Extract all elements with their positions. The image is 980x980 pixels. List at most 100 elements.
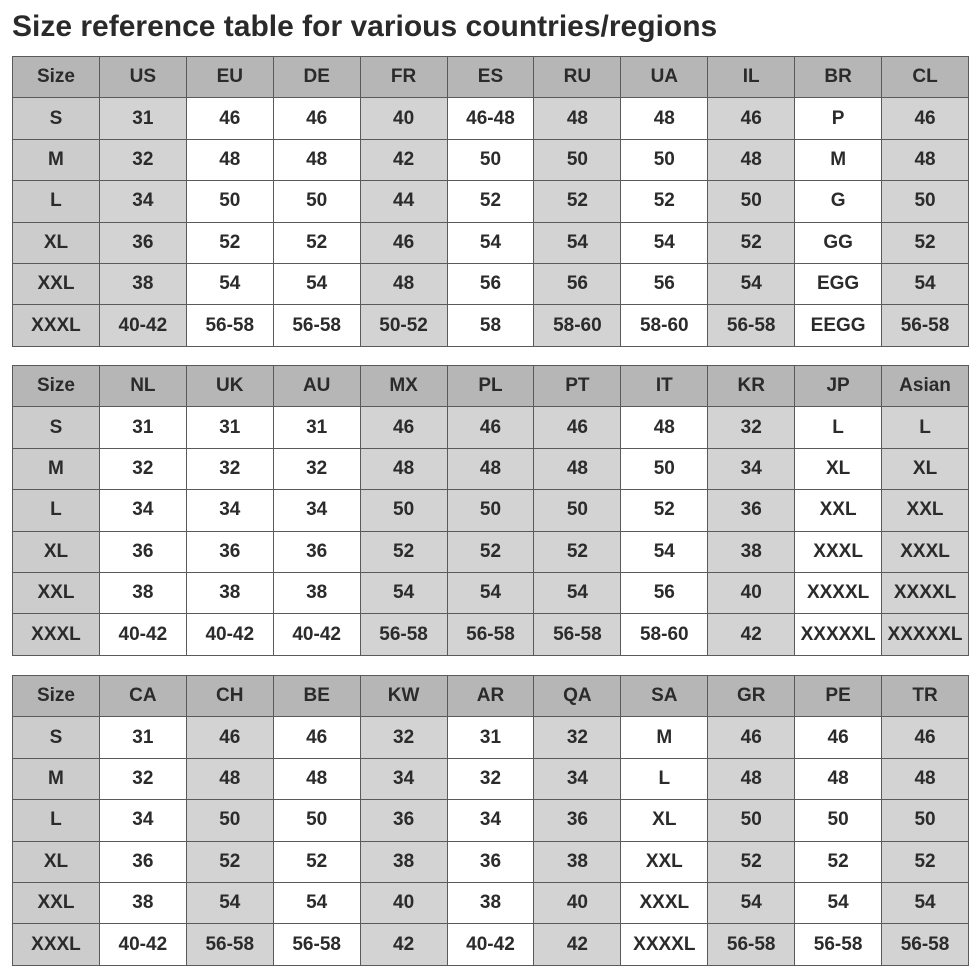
header-row: Size NL UK AU MX PL PT IT KR JP Asian (12, 364, 969, 408)
size-value-cell: 54 (533, 571, 622, 615)
size-value-cell: 46 (881, 716, 969, 759)
size-value-cell: 40 (533, 881, 622, 925)
size-value-cell: XXXXL (881, 571, 969, 615)
size-value-cell: 34 (98, 489, 187, 532)
table-row: M 32 48 48 42 50 50 50 48 M 48 (12, 138, 969, 182)
size-value-cell: 36 (707, 489, 796, 532)
size-value-cell: 52 (272, 221, 361, 264)
size-value-cell: 38 (533, 840, 622, 883)
column-header: NL (98, 364, 187, 408)
table-row: L 34 50 50 44 52 52 52 50 G 50 (12, 180, 969, 223)
header-row: Size US EU DE FR ES RU UA IL BR CL (12, 55, 969, 99)
size-value-cell: 50 (881, 799, 969, 842)
size-value-cell: 58-60 (620, 304, 709, 347)
size-value-cell: 50 (185, 799, 274, 842)
size-label-cell: S (12, 716, 100, 759)
size-label-cell: XXL (12, 262, 100, 306)
size-value-cell: 32 (98, 757, 187, 801)
size-value-cell: 50 (446, 489, 535, 532)
size-value-cell: 34 (272, 489, 361, 532)
size-value-cell: 36 (98, 840, 187, 883)
size-value-cell: 54 (620, 530, 709, 573)
size-value-cell: 52 (881, 221, 969, 264)
size-label-cell: XL (12, 530, 100, 573)
size-value-cell: 52 (533, 180, 622, 223)
size-value-cell: 32 (533, 716, 622, 759)
size-value-cell: 52 (359, 530, 448, 573)
size-value-cell: XXXL (620, 881, 709, 925)
size-value-cell: 48 (707, 757, 796, 801)
size-value-cell: 52 (446, 180, 535, 223)
size-value-cell: GG (794, 221, 883, 264)
size-value-cell: 38 (98, 262, 187, 306)
size-value-cell: 48 (533, 97, 622, 140)
size-value-cell: 52 (707, 221, 796, 264)
size-value-cell: 46 (359, 406, 448, 449)
column-header: US (98, 55, 187, 99)
column-header: Size (12, 674, 100, 718)
size-value-cell: 31 (98, 406, 187, 449)
size-value-cell: L (794, 406, 883, 449)
size-value-cell: 48 (794, 757, 883, 801)
size-value-cell: 54 (446, 221, 535, 264)
size-value-cell: 58-60 (533, 304, 622, 347)
column-header: PE (794, 674, 883, 718)
size-value-cell: 48 (446, 447, 535, 491)
size-value-cell: 32 (707, 406, 796, 449)
size-value-cell: 56-58 (446, 613, 535, 656)
size-value-cell: 52 (620, 180, 709, 223)
header-row: Size CA CH BE KW AR QA SA GR PE TR (12, 674, 969, 718)
size-label-cell: XXXL (12, 304, 100, 347)
size-value-cell: 31 (272, 406, 361, 449)
size-value-cell: 32 (272, 447, 361, 491)
size-value-cell: 50 (359, 489, 448, 532)
size-table-3: Size CA CH BE KW AR QA SA GR PE TR S 31 46 46 32 31 32 M 46… (12, 674, 969, 966)
size-value-cell: EEGG (794, 304, 883, 347)
column-header: BE (272, 674, 361, 718)
size-value-cell: 40 (359, 881, 448, 925)
size-value-cell: 36 (185, 530, 274, 573)
table-row: L 34 50 50 36 34 36 XL 50 50 50 (12, 799, 969, 842)
size-value-cell: 50 (707, 180, 796, 223)
table-row: XXL 38 54 54 40 38 40 XXXL 54 54 54 (12, 881, 969, 925)
size-label-cell: S (12, 406, 100, 449)
size-value-cell: 54 (620, 221, 709, 264)
size-table-2: Size NL UK AU MX PL PT IT KR JP Asian S 31 31 31 46 46 46… (12, 364, 969, 656)
size-value-cell: 46 (272, 97, 361, 140)
size-value-cell: 36 (359, 799, 448, 842)
size-value-cell: 52 (881, 840, 969, 883)
size-value-cell: 56 (533, 262, 622, 306)
table-row: XXL 38 54 54 48 56 56 56 54 EGG 54 (12, 262, 969, 306)
size-value-cell: 50 (620, 138, 709, 182)
size-label-cell: M (12, 138, 100, 182)
size-value-cell: 40-42 (446, 923, 535, 966)
size-value-cell: XL (881, 447, 969, 491)
size-value-cell: 48 (359, 262, 448, 306)
size-value-cell: 34 (446, 799, 535, 842)
size-value-cell: 40-42 (98, 923, 187, 966)
size-value-cell: XXXXL (794, 571, 883, 615)
size-value-cell: 36 (446, 840, 535, 883)
page-title: Size reference table for various countri… (12, 10, 718, 43)
size-value-cell: 50-52 (359, 304, 448, 347)
column-header: GR (707, 674, 796, 718)
column-header: ES (446, 55, 535, 99)
size-value-cell: 32 (185, 447, 274, 491)
column-header: KR (707, 364, 796, 408)
size-label-cell: M (12, 447, 100, 491)
size-value-cell: 48 (185, 757, 274, 801)
column-header: PT (533, 364, 622, 408)
size-value-cell: 48 (881, 138, 969, 182)
table-row: M 32 48 48 34 32 34 L 48 48 48 (12, 757, 969, 801)
column-header: FR (359, 55, 448, 99)
column-header: PL (446, 364, 535, 408)
size-value-cell: 38 (98, 881, 187, 925)
size-value-cell: XXL (620, 840, 709, 883)
size-value-cell: EGG (794, 262, 883, 306)
column-header: UK (185, 364, 274, 408)
size-value-cell: 42 (359, 138, 448, 182)
size-value-cell: XXXXXL (881, 613, 969, 656)
size-value-cell: 54 (794, 881, 883, 925)
size-value-cell: 36 (533, 799, 622, 842)
size-value-cell: 46-48 (446, 97, 535, 140)
